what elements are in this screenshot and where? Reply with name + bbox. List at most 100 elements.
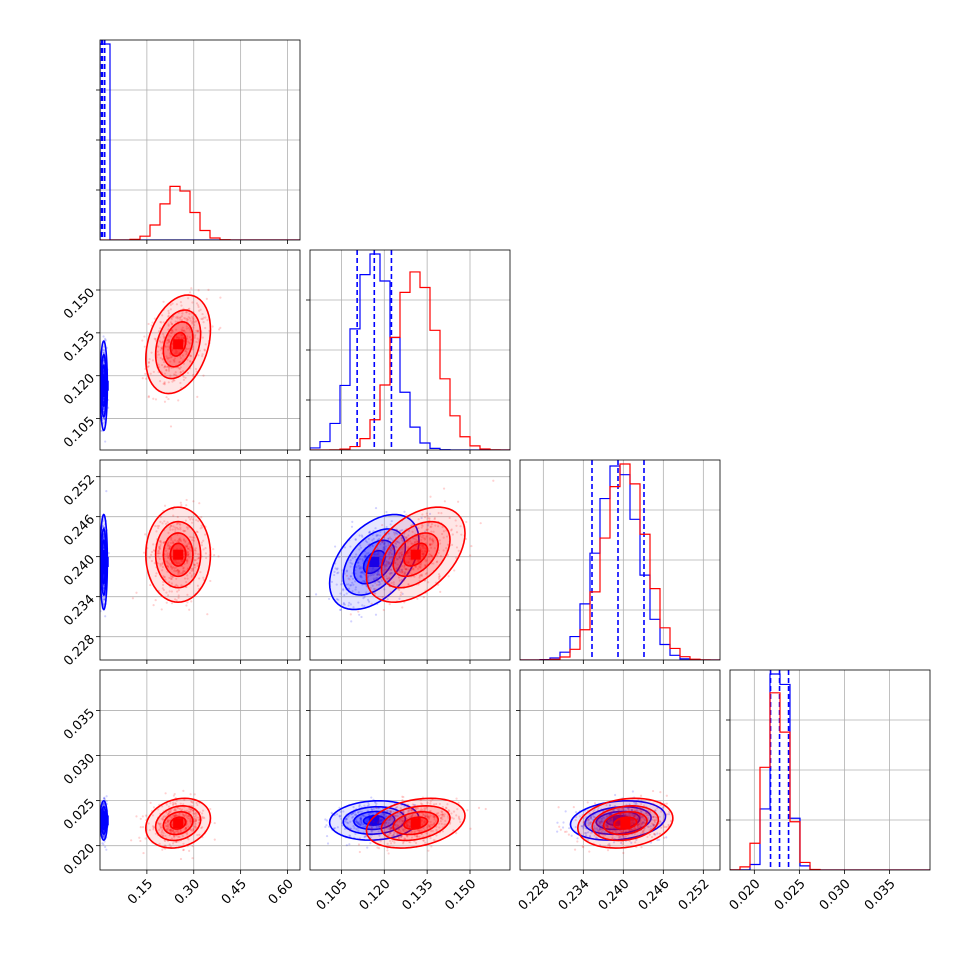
scatter-point: [367, 551, 370, 555]
scatter-point: [380, 818, 383, 822]
scatter-point: [391, 839, 394, 843]
scatter-point: [171, 347, 174, 350]
scatter-point: [172, 373, 176, 376]
scatter-point: [394, 814, 397, 817]
scatter-point: [196, 564, 199, 567]
scatter-point: [182, 848, 185, 851]
scatter-point: [150, 324, 153, 327]
scatter-point: [484, 807, 487, 811]
scatter-point: [378, 825, 381, 829]
scatter-point: [168, 576, 171, 580]
scatter-point: [172, 525, 175, 528]
scatter-point: [175, 829, 179, 832]
scatter-point: [161, 583, 165, 587]
scatter-point: [433, 517, 436, 520]
scatter-point: [180, 808, 184, 811]
scatter-point: [164, 578, 167, 581]
scatter-point: [184, 827, 188, 830]
scatter-point: [148, 556, 151, 559]
contour-line: [144, 294, 212, 395]
scatter-point: [426, 528, 430, 531]
scatter-point: [188, 342, 192, 345]
scatter-point: [197, 289, 200, 292]
scatter-point: [102, 843, 105, 846]
scatter-point: [426, 816, 429, 819]
scatter-point: [422, 813, 425, 817]
scatter-point: [162, 300, 165, 303]
scatter-point: [167, 565, 170, 568]
scatter-point: [370, 827, 373, 830]
scatter-point: [364, 819, 367, 822]
scatter-point: [377, 825, 381, 828]
scatter-point: [598, 822, 602, 825]
scatter-point: [349, 584, 352, 587]
scatter-point: [562, 821, 565, 824]
scatter-point: [441, 813, 444, 816]
contour-line: [154, 805, 202, 842]
scatter-point: [437, 511, 440, 515]
scatter-point: [428, 825, 431, 828]
scatter-point: [379, 534, 382, 537]
scatter-point: [350, 525, 354, 528]
scatter-point: [159, 520, 162, 523]
scatter-point: [179, 523, 182, 526]
scatter-point: [384, 822, 387, 825]
scatter-point: [662, 806, 665, 809]
scatter-point: [401, 822, 404, 825]
scatter-point: [357, 561, 360, 564]
scatter-point: [389, 573, 392, 576]
scatter-point: [432, 530, 435, 533]
scatter-point: [399, 835, 403, 838]
scatter-point: [352, 806, 355, 809]
scatter-point: [398, 579, 401, 582]
scatter-point: [638, 806, 641, 810]
scatter-point: [395, 814, 398, 817]
scatter-point: [440, 822, 443, 825]
scatter-point: [404, 815, 407, 818]
scatter-point: [342, 601, 345, 605]
scatter-point: [173, 836, 176, 839]
scatter-point: [138, 836, 141, 839]
scatter-point: [412, 810, 415, 813]
density-peak: [410, 818, 421, 829]
scatter-point: [179, 316, 182, 319]
scatter-point: [193, 563, 196, 566]
scatter-point: [176, 317, 179, 320]
scatter-point: [199, 527, 202, 530]
scatter-point: [366, 820, 369, 823]
scatter-point: [407, 820, 411, 823]
scatter-point: [361, 558, 364, 561]
scatter-point: [345, 821, 349, 824]
contour-line: [362, 814, 386, 826]
scatter-point: [175, 526, 179, 529]
scatter-point: [430, 525, 433, 528]
scatter-point: [385, 561, 388, 564]
scatter-point: [370, 602, 373, 605]
scatter-point: [188, 849, 191, 853]
scatter-point: [188, 807, 191, 811]
scatter-point: [415, 807, 418, 810]
scatter-point: [193, 548, 197, 552]
scatter-point: [349, 575, 353, 578]
scatter-point: [359, 575, 362, 578]
scatter-point: [182, 539, 186, 542]
scatter-point: [378, 554, 381, 557]
scatter-point: [429, 544, 432, 547]
scatter-point: [169, 354, 172, 357]
scatter-point: [394, 806, 398, 810]
scatter-point: [179, 381, 182, 385]
scatter-point: [187, 297, 190, 300]
scatter-point: [187, 547, 190, 551]
scatter-point: [433, 821, 436, 825]
scatter-point: [435, 561, 438, 564]
scatter-point: [600, 820, 603, 823]
scatter-point: [605, 815, 609, 818]
scatter-point: [161, 818, 164, 821]
scatter-point: [177, 528, 180, 531]
scatter-point: [395, 540, 399, 543]
scatter-point: [420, 523, 423, 526]
scatter-point: [160, 831, 163, 834]
scatter-point: [354, 813, 357, 816]
scatter-point: [406, 835, 409, 838]
scatter-point: [582, 825, 585, 828]
